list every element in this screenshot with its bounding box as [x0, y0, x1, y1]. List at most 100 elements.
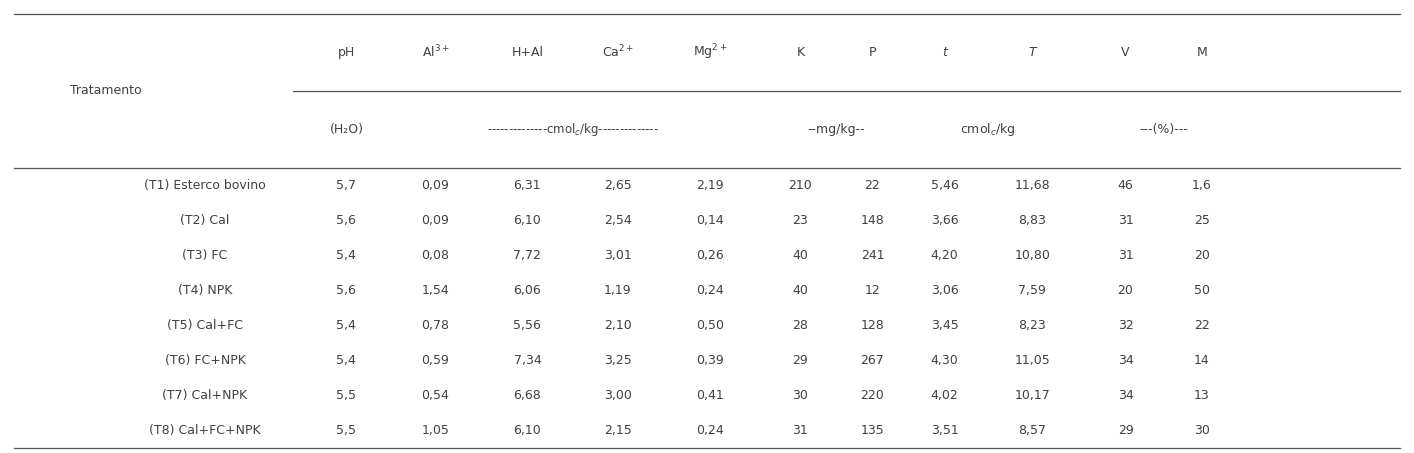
- Text: (T1) Esterco bovino: (T1) Esterco bovino: [144, 178, 266, 192]
- Text: 20: 20: [1193, 249, 1210, 262]
- Text: 10,80: 10,80: [1014, 249, 1051, 262]
- Text: 3,06: 3,06: [930, 284, 959, 297]
- Text: H+Al: H+Al: [512, 46, 543, 58]
- Text: 3,66: 3,66: [930, 214, 959, 227]
- Text: 23: 23: [792, 214, 809, 227]
- Text: Tratamento: Tratamento: [71, 84, 141, 97]
- Text: 20: 20: [1117, 284, 1134, 297]
- Text: 22: 22: [864, 178, 881, 192]
- Text: 5,6: 5,6: [337, 214, 356, 227]
- Text: 13: 13: [1193, 389, 1210, 402]
- Text: --mg/kg--: --mg/kg--: [807, 123, 865, 135]
- Text: (T5) Cal+FC: (T5) Cal+FC: [167, 319, 243, 332]
- Text: 31: 31: [1117, 214, 1134, 227]
- Text: 0,08: 0,08: [421, 249, 450, 262]
- Text: 4,20: 4,20: [930, 249, 959, 262]
- Text: 128: 128: [861, 319, 884, 332]
- Text: (T7) Cal+NPK: (T7) Cal+NPK: [163, 389, 247, 402]
- Text: 0,50: 0,50: [696, 319, 724, 332]
- Text: 5,46: 5,46: [930, 178, 959, 192]
- Text: 3,00: 3,00: [604, 389, 632, 402]
- Text: ---(%)---: ---(%)---: [1140, 123, 1188, 135]
- Text: 22: 22: [1193, 319, 1210, 332]
- Text: 8,83: 8,83: [1018, 214, 1046, 227]
- Text: 3,25: 3,25: [604, 354, 632, 367]
- Text: 1,6: 1,6: [1192, 178, 1212, 192]
- Text: 14: 14: [1193, 354, 1210, 367]
- Text: 12: 12: [864, 284, 881, 297]
- Text: 5,6: 5,6: [337, 284, 356, 297]
- Text: 5,5: 5,5: [337, 424, 356, 438]
- Text: 6,31: 6,31: [513, 178, 542, 192]
- Text: 5,5: 5,5: [337, 389, 356, 402]
- Text: 7,59: 7,59: [1018, 284, 1046, 297]
- Text: --------------cmol$_c$/kg--------------: --------------cmol$_c$/kg--------------: [486, 120, 659, 138]
- Text: (T6) FC+NPK: (T6) FC+NPK: [164, 354, 246, 367]
- Text: 4,30: 4,30: [930, 354, 959, 367]
- Text: 5,4: 5,4: [337, 354, 356, 367]
- Text: 135: 135: [861, 424, 884, 438]
- Text: 0,24: 0,24: [696, 424, 724, 438]
- Text: pH: pH: [338, 46, 355, 58]
- Text: 267: 267: [861, 354, 884, 367]
- Text: 0,39: 0,39: [696, 354, 724, 367]
- Text: 0,54: 0,54: [421, 389, 450, 402]
- Text: 28: 28: [792, 319, 809, 332]
- Text: 220: 220: [861, 389, 884, 402]
- Text: 11,05: 11,05: [1014, 354, 1051, 367]
- Text: 2,10: 2,10: [604, 319, 632, 332]
- Text: 0,78: 0,78: [421, 319, 450, 332]
- Text: cmol$_c$/kg: cmol$_c$/kg: [960, 120, 1017, 138]
- Text: 5,4: 5,4: [337, 319, 356, 332]
- Text: 4,02: 4,02: [930, 389, 959, 402]
- Text: 7,72: 7,72: [513, 249, 542, 262]
- Text: 0,24: 0,24: [696, 284, 724, 297]
- Text: t: t: [942, 46, 947, 58]
- Text: (H₂O): (H₂O): [329, 123, 363, 135]
- Text: 32: 32: [1117, 319, 1134, 332]
- Text: 50: 50: [1193, 284, 1210, 297]
- Text: 29: 29: [1117, 424, 1134, 438]
- Text: 5,56: 5,56: [513, 319, 542, 332]
- Text: 6,06: 6,06: [513, 284, 542, 297]
- Text: 0,09: 0,09: [421, 178, 450, 192]
- Text: 8,23: 8,23: [1018, 319, 1046, 332]
- Text: V: V: [1121, 46, 1130, 58]
- Text: Ca$^{2+}$: Ca$^{2+}$: [602, 44, 633, 60]
- Text: 3,51: 3,51: [930, 424, 959, 438]
- Text: 0,09: 0,09: [421, 214, 450, 227]
- Text: 46: 46: [1117, 178, 1134, 192]
- Text: 31: 31: [1117, 249, 1134, 262]
- Text: 3,01: 3,01: [604, 249, 632, 262]
- Text: P: P: [868, 46, 877, 58]
- Text: 1,19: 1,19: [604, 284, 632, 297]
- Text: 210: 210: [789, 178, 812, 192]
- Text: 29: 29: [792, 354, 809, 367]
- Text: 0,59: 0,59: [421, 354, 450, 367]
- Text: 2,54: 2,54: [604, 214, 632, 227]
- Text: 0,41: 0,41: [696, 389, 724, 402]
- Text: 8,57: 8,57: [1018, 424, 1046, 438]
- Text: (T2) Cal: (T2) Cal: [181, 214, 229, 227]
- Text: 6,68: 6,68: [513, 389, 542, 402]
- Text: 11,68: 11,68: [1014, 178, 1051, 192]
- Text: (T8) Cal+FC+NPK: (T8) Cal+FC+NPK: [150, 424, 260, 438]
- Text: 2,65: 2,65: [604, 178, 632, 192]
- Text: 0,14: 0,14: [696, 214, 724, 227]
- Text: 40: 40: [792, 284, 809, 297]
- Text: 6,10: 6,10: [513, 424, 542, 438]
- Text: Al$^{3+}$: Al$^{3+}$: [421, 44, 450, 60]
- Text: T: T: [1028, 46, 1036, 58]
- Text: 30: 30: [1193, 424, 1210, 438]
- Text: 10,17: 10,17: [1014, 389, 1051, 402]
- Text: 2,19: 2,19: [696, 178, 724, 192]
- Text: Mg$^{2+}$: Mg$^{2+}$: [693, 42, 727, 62]
- Text: 1,54: 1,54: [421, 284, 450, 297]
- Text: (T4) NPK: (T4) NPK: [178, 284, 232, 297]
- Text: 3,45: 3,45: [930, 319, 959, 332]
- Text: 2,15: 2,15: [604, 424, 632, 438]
- Text: 5,4: 5,4: [337, 249, 356, 262]
- Text: 34: 34: [1117, 389, 1134, 402]
- Text: 1,05: 1,05: [421, 424, 450, 438]
- Text: 25: 25: [1193, 214, 1210, 227]
